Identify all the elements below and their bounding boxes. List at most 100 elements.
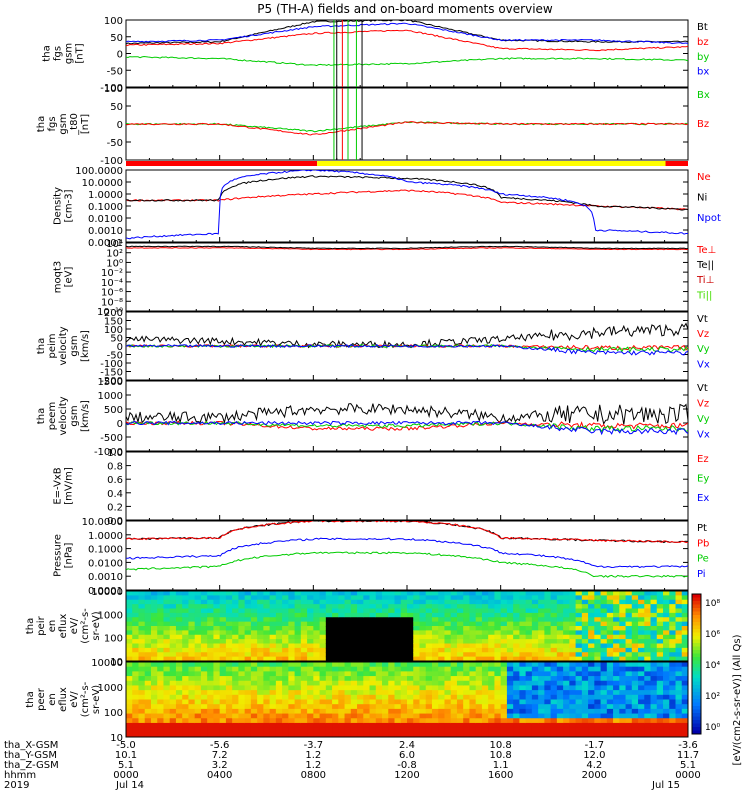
spectrogram-cell (469, 643, 477, 649)
spectrogram-cell (519, 732, 527, 738)
spectrogram-cell (550, 699, 558, 705)
spectrogram-cell (606, 680, 614, 686)
spectrogram-cell (650, 685, 658, 691)
spectrogram-cell (494, 630, 502, 636)
spectrogram-cell (257, 604, 264, 609)
spectrogram-cell (207, 595, 214, 601)
spectrogram-cell (294, 626, 302, 631)
spectrogram-cell (407, 652, 414, 658)
spectrogram-cell (550, 652, 558, 658)
spectrogram-cell (207, 612, 214, 618)
spectrogram-cell (563, 617, 570, 623)
spectrogram-cell (169, 612, 177, 618)
spectrogram-cell (650, 647, 658, 653)
x-axis-value: 10.8 (490, 740, 512, 751)
spectrogram-cell (219, 626, 227, 631)
spectrogram-cell (375, 656, 383, 662)
spectrogram-cell (569, 662, 577, 668)
spectrogram-cell (650, 591, 658, 596)
spectrogram-cell (126, 612, 133, 618)
spectrogram-cell (519, 656, 527, 662)
spectrogram-cell (250, 690, 258, 696)
colorbar-segment (692, 730, 701, 735)
spectrogram-cell (531, 694, 539, 700)
spectrogram-cell (257, 591, 264, 596)
spectrogram-cell (244, 699, 252, 705)
spectrogram-cell (425, 591, 433, 596)
spectrogram-cell (375, 599, 383, 605)
spectrogram-cell (175, 671, 183, 677)
spectrogram-cell (631, 694, 639, 700)
spectrogram-cell (575, 708, 583, 715)
legend-entry: Ey (697, 473, 709, 484)
spectrogram-cell (150, 652, 158, 658)
spectrogram-cell (138, 617, 146, 623)
spectrogram-cell (669, 591, 677, 596)
spectrogram-cell (307, 690, 314, 696)
spectrogram-cell (519, 685, 527, 691)
spectrogram-cell (313, 617, 321, 623)
spectrogram-cell (157, 713, 164, 719)
spectrogram-cell (463, 727, 470, 733)
spectrogram-cell (438, 621, 445, 627)
spectrogram-cell (313, 656, 321, 662)
spectrogram-cell (225, 690, 233, 696)
y-tick-label: 100 (104, 708, 123, 719)
spectrogram-cell (656, 727, 664, 733)
spectrogram-cell (431, 662, 439, 668)
colorbar-tick-label: 10⁴ (705, 661, 720, 671)
spectrogram-cell (132, 652, 139, 658)
spectrogram-cell (425, 713, 433, 719)
spectrogram-cell (288, 643, 296, 649)
spectrogram-cell (213, 722, 221, 729)
spectrogram-cell (150, 634, 158, 640)
spectrogram-cell (481, 656, 489, 662)
spectrogram-cell (332, 639, 339, 644)
spectrogram-cell (219, 727, 227, 733)
spectrogram-cell (338, 626, 346, 631)
spectrogram-cell (232, 599, 239, 605)
spectrogram-cell (494, 656, 502, 662)
spectrogram-cell (225, 708, 233, 715)
colorbar-segment (692, 706, 701, 710)
spectrogram-cell (319, 685, 327, 691)
spectrogram-cell (400, 671, 408, 677)
spectrogram-cell (313, 604, 321, 609)
legend-entry: Ex (697, 493, 709, 504)
colorbar-segment (692, 716, 701, 721)
spectrogram-cell (563, 595, 570, 601)
spectrogram-cell (681, 699, 689, 705)
spectrogram-cell (569, 732, 577, 738)
spectrogram-cell (132, 591, 139, 596)
spectrogram-cell (431, 617, 439, 623)
spectrogram-cell (363, 676, 371, 682)
spectrogram-cell (350, 621, 358, 627)
spectrogram-cell (494, 639, 502, 644)
y-axis-label-line: [nT] (75, 43, 86, 63)
spectrogram-cell (344, 676, 352, 682)
spectrogram-cell (182, 608, 189, 614)
spectrogram-cell (544, 621, 552, 627)
spectrogram-cell (126, 617, 133, 623)
spectrogram-cell (675, 680, 683, 686)
spectrogram-cell (207, 727, 214, 733)
spectrogram-cell (556, 662, 564, 668)
spectrogram-cell (481, 690, 489, 696)
spectrogram-cell (182, 634, 189, 640)
spectrogram-cell (157, 704, 164, 710)
spectrogram-cell (350, 626, 358, 631)
spectrogram-cell (488, 676, 495, 682)
spectrogram-cell (613, 699, 620, 705)
spectrogram-cell (369, 662, 377, 668)
spectrogram-cell (244, 652, 252, 658)
spectrogram-cell (357, 676, 364, 682)
spectrogram-cell (332, 732, 339, 738)
y-axis-label-line: tha (36, 408, 47, 424)
spectrogram-cell (132, 662, 139, 668)
spectrogram-cell (475, 704, 483, 710)
spectrogram-cell (513, 621, 520, 627)
spectrogram-cell (126, 671, 133, 677)
spectrogram-cell (357, 656, 364, 662)
spectrogram-cell (619, 713, 627, 719)
